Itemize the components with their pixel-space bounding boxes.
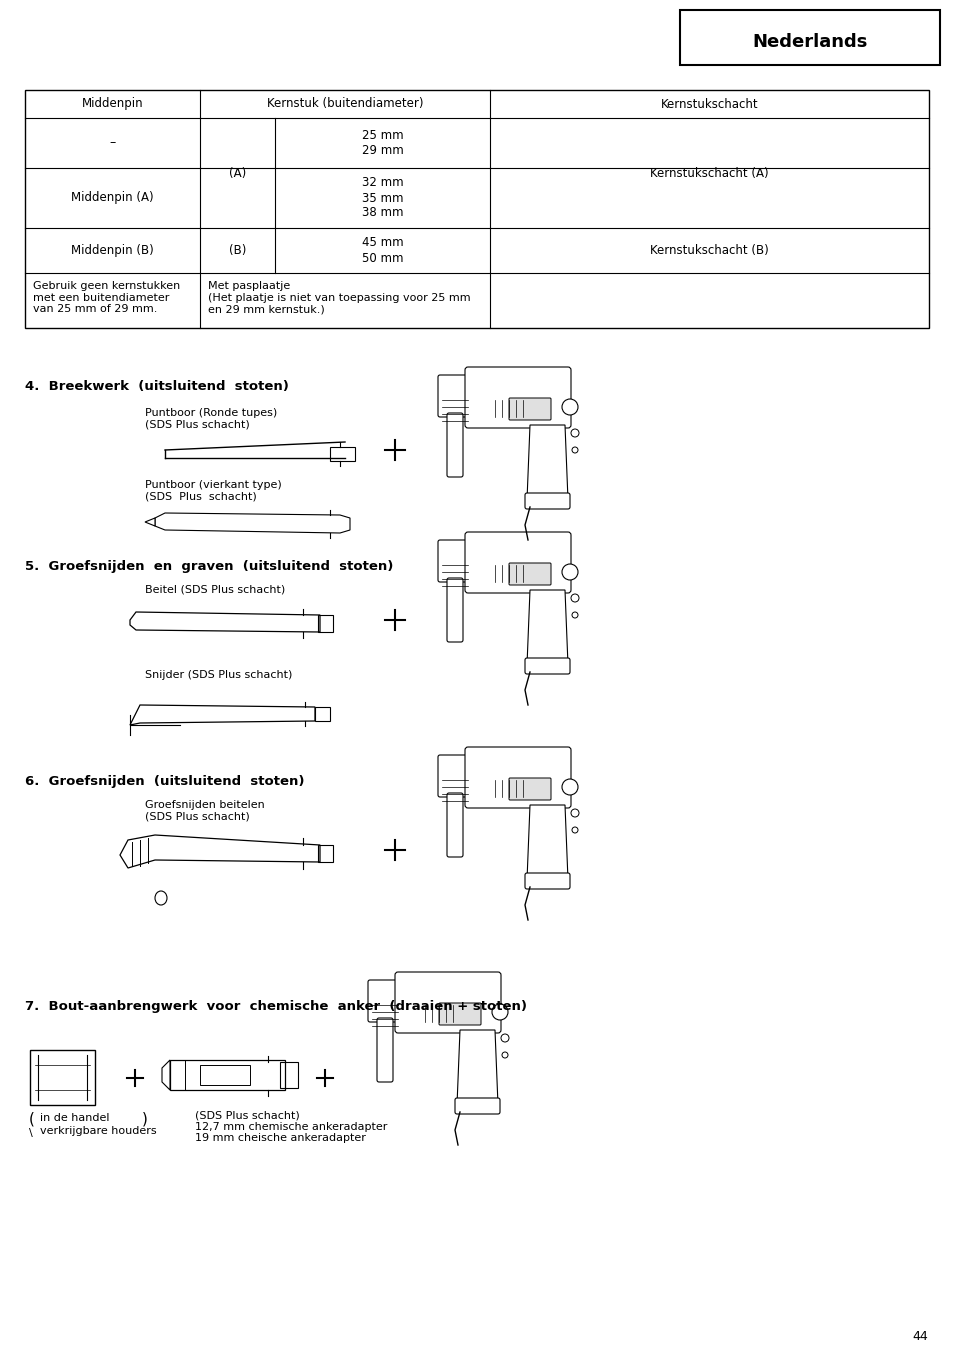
Bar [25, 91, 928, 329]
FancyBboxPatch shape [524, 658, 569, 675]
Text: –: – [110, 137, 115, 150]
Text: 7.  Bout-aanbrengwerk  voor  chemische  anker  (draaien + stoten): 7. Bout-aanbrengwerk voor chemische anke… [25, 1000, 526, 1013]
FancyBboxPatch shape [368, 980, 401, 1022]
Text: 4.  Breekwerk  (uitsluitend  stoten): 4. Breekwerk (uitsluitend stoten) [25, 380, 289, 393]
Polygon shape [526, 804, 567, 880]
Circle shape [561, 564, 578, 580]
Text: Kernstukschacht (B): Kernstukschacht (B) [649, 243, 768, 257]
Polygon shape [526, 425, 567, 500]
Text: Kernstuk (buitendiameter): Kernstuk (buitendiameter) [267, 97, 423, 111]
Text: Beitel (SDS Plus schacht): Beitel (SDS Plus schacht) [145, 585, 285, 595]
Text: 25 mm
29 mm: 25 mm 29 mm [361, 128, 403, 157]
FancyBboxPatch shape [524, 493, 569, 508]
FancyBboxPatch shape [509, 777, 551, 800]
Text: Met pasplaatje
(Het plaatje is niet van toepassing voor 25 mm
en 29 mm kernstuk.: Met pasplaatje (Het plaatje is niet van … [208, 281, 470, 314]
Bar [280, 1063, 297, 1088]
Circle shape [572, 448, 578, 453]
Circle shape [572, 612, 578, 618]
FancyBboxPatch shape [464, 531, 571, 594]
Circle shape [571, 594, 578, 602]
FancyBboxPatch shape [438, 1003, 480, 1025]
Text: Puntboor (vierkant type)
(SDS  Plus  schacht): Puntboor (vierkant type) (SDS Plus schac… [145, 480, 281, 502]
Polygon shape [130, 612, 319, 631]
Polygon shape [526, 589, 567, 665]
Circle shape [561, 779, 578, 795]
Polygon shape [145, 518, 154, 526]
Bar [170, 1060, 285, 1090]
Text: in de handel: in de handel [40, 1113, 110, 1124]
Polygon shape [154, 512, 350, 533]
FancyBboxPatch shape [447, 794, 462, 857]
Text: Kernstukschacht (A): Kernstukschacht (A) [650, 166, 768, 180]
Text: ): ) [142, 1111, 148, 1128]
Polygon shape [130, 704, 314, 725]
Text: \: \ [29, 1128, 32, 1138]
Text: 6.  Groefsnijden  (uitsluitend  stoten): 6. Groefsnijden (uitsluitend stoten) [25, 775, 304, 788]
FancyBboxPatch shape [524, 873, 569, 890]
Text: Groefsnijden beitelen
(SDS Plus schacht): Groefsnijden beitelen (SDS Plus schacht) [145, 800, 265, 822]
Bar [330, 448, 355, 461]
Text: 5.  Groefsnijden  en  graven  (uitsluitend  stoten): 5. Groefsnijden en graven (uitsluitend s… [25, 560, 393, 573]
FancyBboxPatch shape [464, 366, 571, 429]
Circle shape [571, 808, 578, 817]
Circle shape [500, 1034, 509, 1042]
FancyBboxPatch shape [447, 412, 462, 477]
Text: (B): (B) [229, 243, 246, 257]
Text: 45 mm
50 mm: 45 mm 50 mm [361, 237, 403, 265]
FancyBboxPatch shape [455, 1098, 499, 1114]
Text: Middenpin (A): Middenpin (A) [71, 192, 153, 204]
Polygon shape [456, 1030, 497, 1105]
Circle shape [561, 399, 578, 415]
FancyBboxPatch shape [437, 754, 472, 796]
Text: Snijder (SDS Plus schacht): Snijder (SDS Plus schacht) [145, 671, 292, 680]
Text: 44: 44 [911, 1330, 927, 1343]
FancyBboxPatch shape [509, 562, 551, 585]
Circle shape [571, 429, 578, 437]
FancyBboxPatch shape [395, 972, 500, 1033]
Text: Gebruik geen kernstukken
met een buitendiameter
van 25 mm of 29 mm.: Gebruik geen kernstukken met een buitend… [33, 281, 180, 314]
FancyBboxPatch shape [447, 579, 462, 642]
Text: verkrijgbare houders: verkrijgbare houders [40, 1126, 156, 1136]
Circle shape [492, 1005, 507, 1019]
Ellipse shape [154, 891, 167, 904]
Bar [200, 1065, 250, 1086]
FancyBboxPatch shape [437, 375, 472, 416]
Bar [30, 1051, 95, 1105]
Text: (SDS Plus schacht)
12,7 mm chemische ankeradapter
19 mm cheische ankeradapter: (SDS Plus schacht) 12,7 mm chemische ank… [194, 1110, 387, 1144]
Text: Middenpin (B): Middenpin (B) [71, 243, 153, 257]
Text: 32 mm
35 mm
38 mm: 32 mm 35 mm 38 mm [361, 177, 403, 219]
Text: (A): (A) [229, 166, 246, 180]
Bar [314, 707, 330, 721]
Polygon shape [162, 1060, 170, 1090]
FancyBboxPatch shape [376, 1018, 393, 1082]
Text: Nederlands: Nederlands [752, 32, 867, 51]
Polygon shape [120, 836, 319, 868]
Bar [317, 615, 333, 631]
Bar [317, 845, 333, 863]
Text: Puntboor (Ronde tupes)
(SDS Plus schacht): Puntboor (Ronde tupes) (SDS Plus schacht… [145, 408, 277, 430]
Text: (: ( [29, 1111, 35, 1128]
Bar [679, 9, 939, 65]
FancyBboxPatch shape [509, 397, 551, 420]
FancyBboxPatch shape [437, 539, 472, 581]
Text: Middenpin: Middenpin [82, 97, 143, 111]
FancyBboxPatch shape [464, 748, 571, 808]
Circle shape [572, 827, 578, 833]
Text: Kernstukschacht: Kernstukschacht [660, 97, 758, 111]
Circle shape [501, 1052, 507, 1059]
